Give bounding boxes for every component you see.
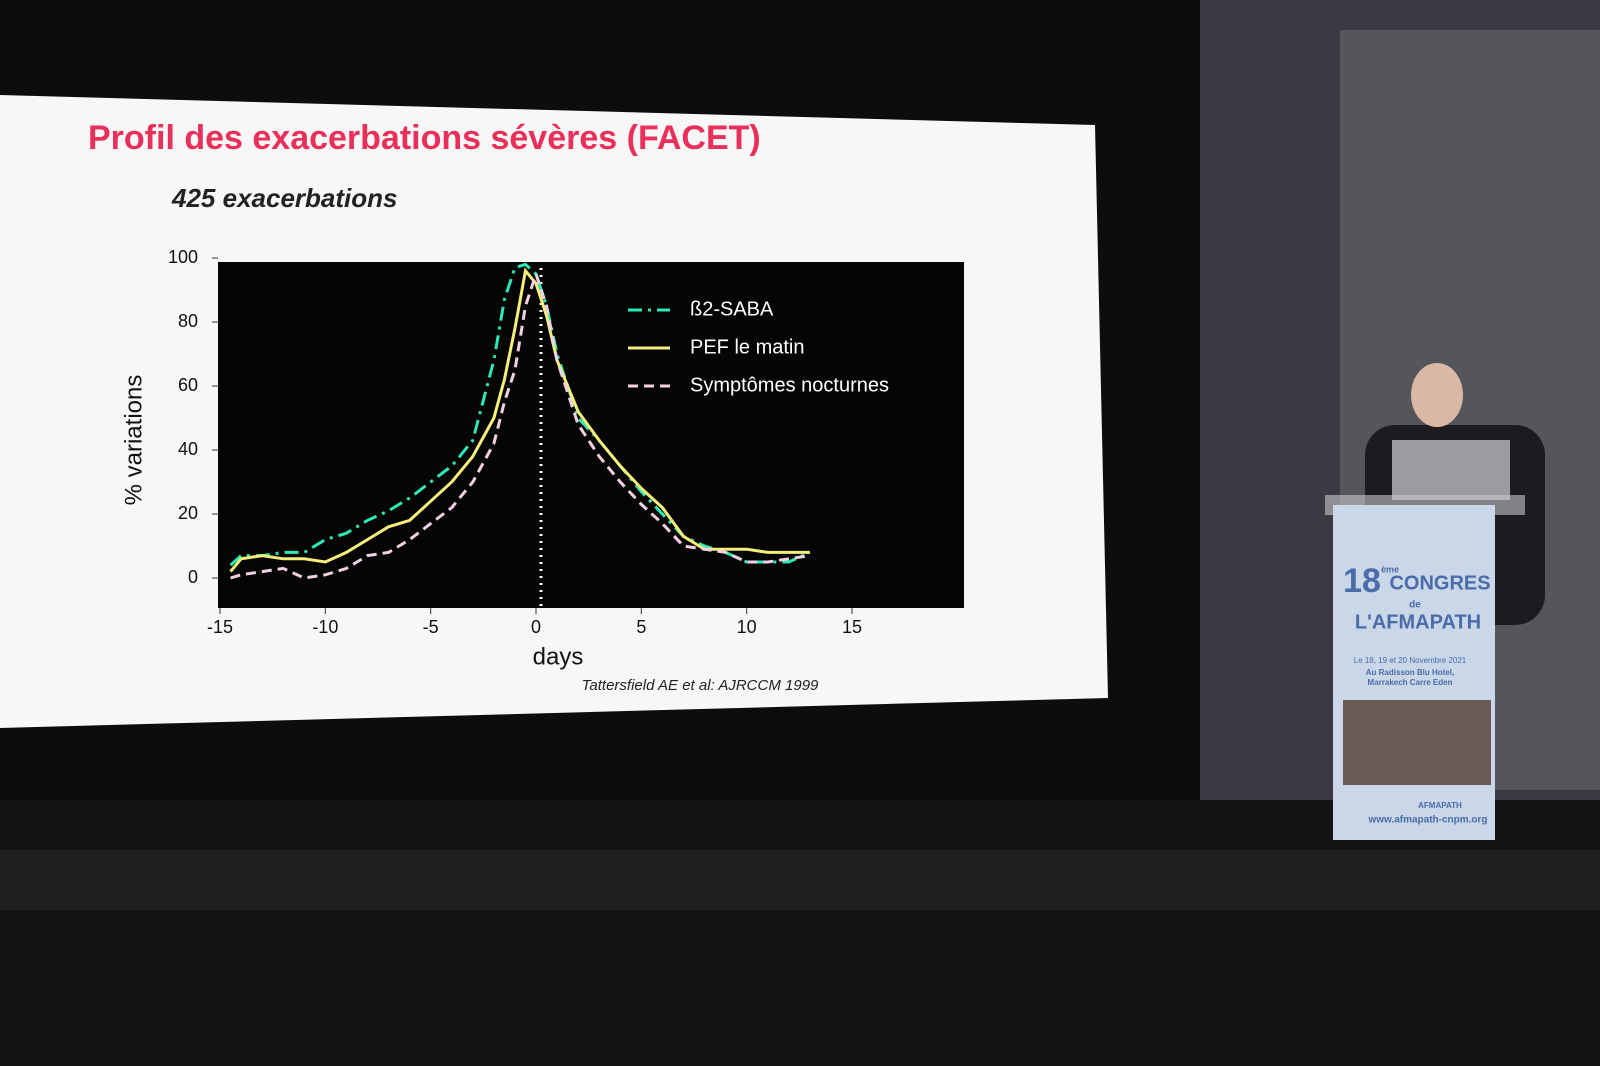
- legend-label: PEF le matin: [690, 336, 804, 358]
- x-tick-label: -15: [207, 617, 233, 637]
- banner-suffix: ème: [1381, 564, 1399, 574]
- laptop: [1392, 440, 1510, 500]
- series-line: [229, 262, 811, 567]
- stage-edge: [0, 850, 1600, 910]
- banner-photo: [1343, 700, 1491, 785]
- banner-line2: de: [1409, 600, 1421, 611]
- source: Tattersfield AE et al: AJRCCM 1999: [582, 677, 819, 694]
- x-tick-label: 5: [636, 617, 646, 637]
- slide-subtitle: 425 exacerbations: [171, 183, 397, 213]
- slide-title: Profil des exacerbations sévères (FACET): [88, 119, 761, 157]
- plot-area: [218, 262, 964, 608]
- legend-label: ß2-SABA: [690, 298, 774, 320]
- banner-social: AFMAPATH: [1418, 801, 1462, 810]
- y-tick-label: 40: [178, 439, 198, 459]
- y-tick-label: 60: [178, 375, 198, 395]
- series-line: [230, 269, 811, 580]
- y-tick-label: 100: [168, 247, 198, 267]
- banner-venue2: Marrakech Carre Eden: [1368, 678, 1453, 687]
- banner-number: 18: [1343, 562, 1381, 600]
- banner-venue1: Au Radisson Blu Hotel,: [1366, 668, 1454, 677]
- banner-line1: CONGRES: [1389, 572, 1490, 594]
- y-tick-label: 20: [178, 503, 198, 523]
- x-tick-label: 10: [737, 617, 757, 637]
- banner-dates: Le 18, 19 et 20 Novembre 2021: [1354, 656, 1467, 665]
- speaker-head: [1411, 363, 1463, 427]
- legend-label: Symptômes nocturnes: [690, 374, 889, 396]
- stage: [0, 800, 1600, 1066]
- y-tick-label: 0: [188, 567, 198, 587]
- banner-line3: L'AFMAPATH: [1355, 611, 1481, 633]
- y-tick-label: 80: [178, 311, 198, 331]
- banner-url: www.afmapath-cnpm.org: [1367, 815, 1487, 826]
- x-tick-label: 0: [531, 617, 541, 637]
- x-axis-label: days: [533, 643, 584, 670]
- series-line: [229, 267, 810, 573]
- x-tick-label: -5: [423, 617, 439, 637]
- x-tick-label: 15: [842, 617, 862, 637]
- y-axis-label: % variations: [120, 375, 147, 506]
- x-tick-label: -10: [312, 617, 338, 637]
